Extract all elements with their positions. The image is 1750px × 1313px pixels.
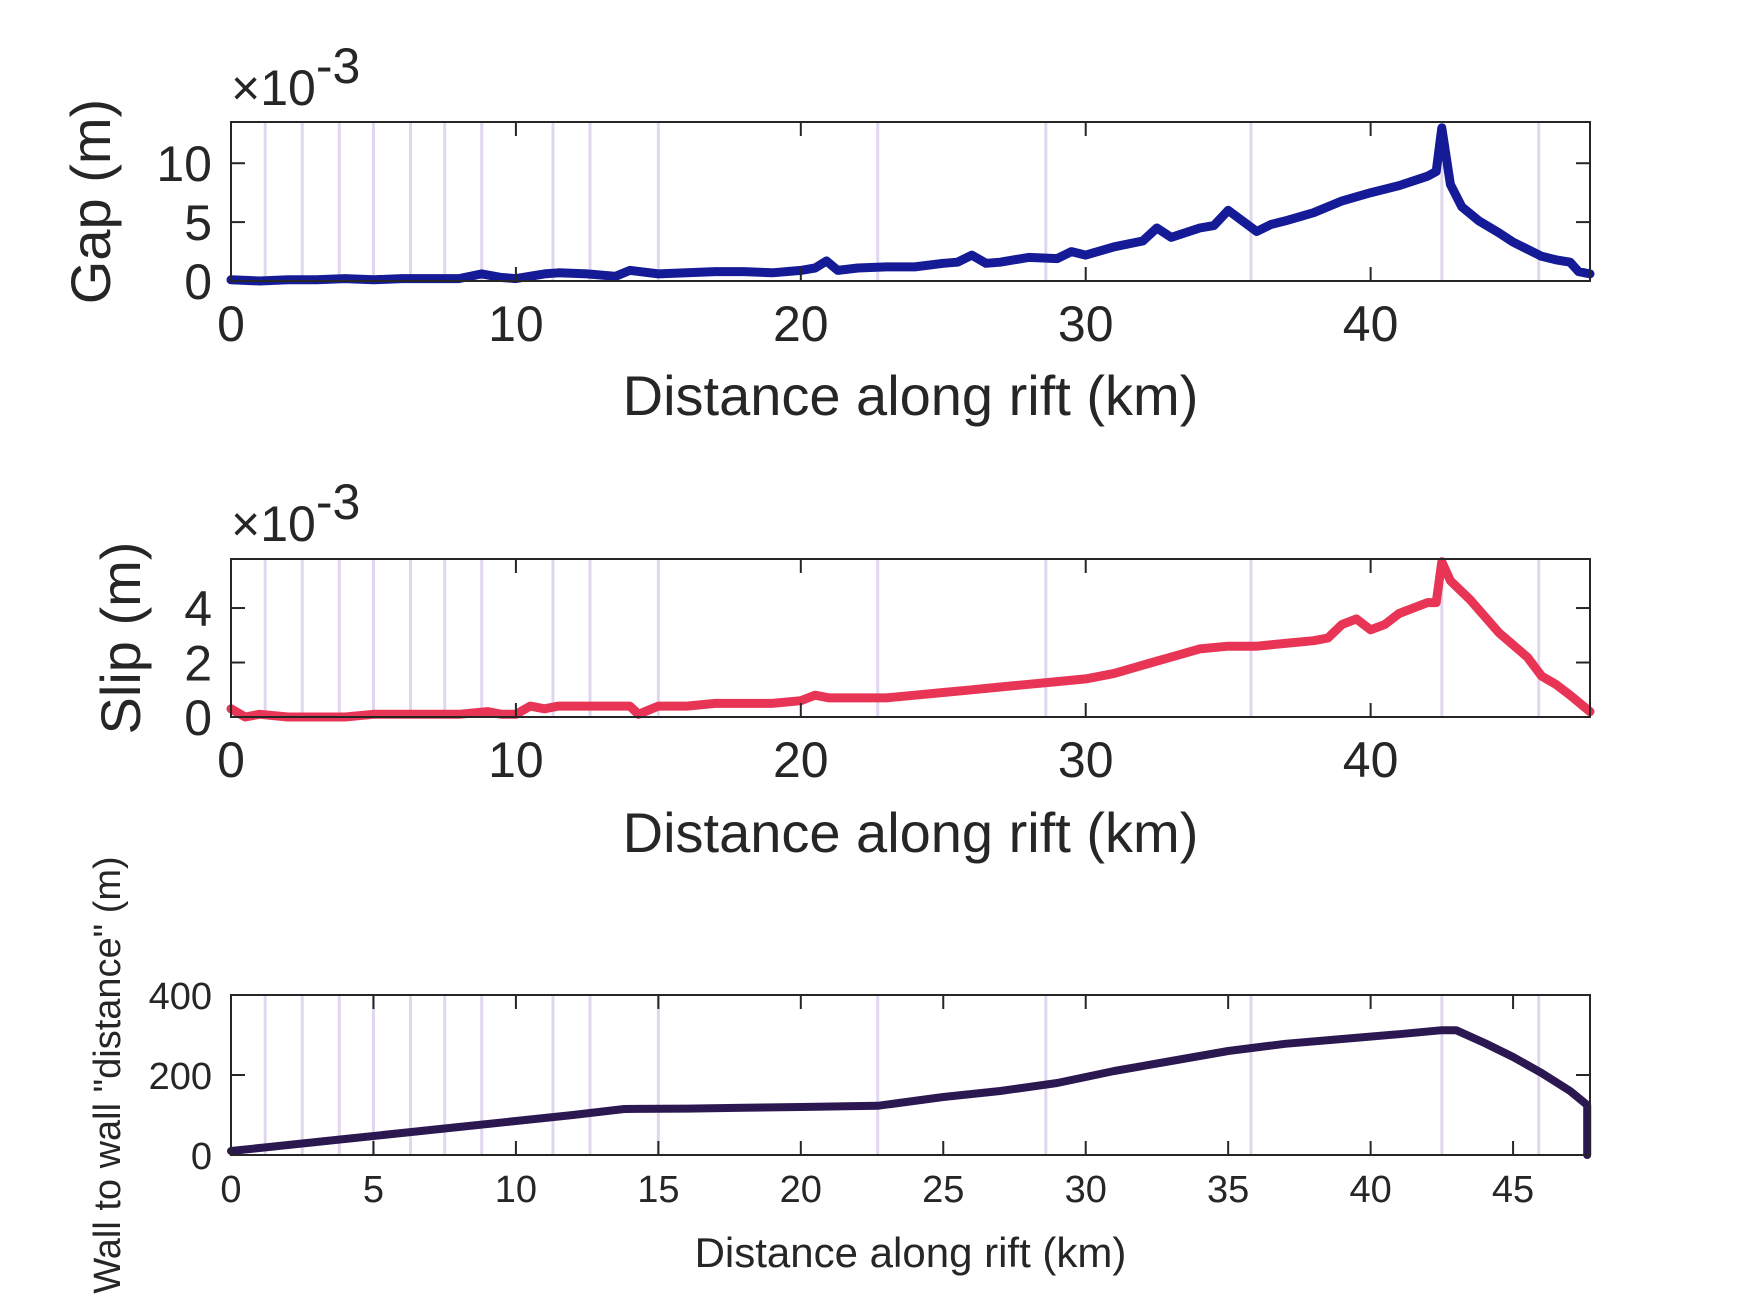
wall-ytick-label: 200 xyxy=(149,1056,212,1098)
slip-xtick-label: 40 xyxy=(1343,732,1399,788)
wall-xtick-label: 10 xyxy=(495,1169,537,1211)
slip-exponent-prefix: ×10 xyxy=(231,496,316,552)
slip-axes-box xyxy=(230,558,1591,718)
wall-xtick-label: 30 xyxy=(1065,1169,1107,1211)
gap-xtick-label: 40 xyxy=(1343,296,1399,352)
slip-exponent-power: -3 xyxy=(316,474,360,530)
gap-xtick-label: 0 xyxy=(217,296,245,352)
slip-xtick-label: 20 xyxy=(773,732,829,788)
wall-panel: 0 5 10 15 20 25 30 35 40 45 0 200 400 Distance along … xyxy=(87,856,1592,1294)
slip-ytick-label: 0 xyxy=(184,690,212,746)
slip-ytick-label: 4 xyxy=(184,581,212,637)
slip-xtick-label: 10 xyxy=(488,732,544,788)
wall-xlabel: Distance along rift (km) xyxy=(695,1229,1127,1276)
gap-ytick-label: 5 xyxy=(184,195,212,251)
wall-xtick-label: 15 xyxy=(637,1169,679,1211)
gap-xtick-label: 30 xyxy=(1058,296,1114,352)
wall-xtick-label: 40 xyxy=(1349,1169,1391,1211)
wall-xtick-label: 5 xyxy=(363,1169,384,1211)
gap-exponent-prefix: ×10 xyxy=(231,60,316,116)
gap-ytick-label: 10 xyxy=(156,136,212,192)
slip-series-line xyxy=(226,557,1595,722)
wall-ylabel: Wall to wall "distance" (m) xyxy=(87,856,129,1293)
wall-xtick-label: 25 xyxy=(922,1169,964,1211)
slip-xtick-label: 0 xyxy=(217,732,245,788)
gap-ylabel: Gap (m) xyxy=(59,99,122,304)
slip-panel: 0 10 20 30 40 024 Distance along rift (km) Slip… xyxy=(89,474,1595,864)
wall-ytick-label: 0 xyxy=(191,1136,212,1178)
gap-xlabel: Distance along rift (km) xyxy=(623,364,1199,427)
wall-xtick-label: 45 xyxy=(1492,1169,1534,1211)
wall-xtick-label: 0 xyxy=(220,1169,241,1211)
wall-ytick-label: 400 xyxy=(149,976,212,1018)
gap-exponent-power: -3 xyxy=(316,38,360,94)
slip-xlabel: Distance along rift (km) xyxy=(623,801,1199,864)
gap-exponent-label: ×10-3 xyxy=(231,38,360,116)
slip-ylabel: Slip (m) xyxy=(89,542,152,735)
wall-series-line xyxy=(227,1026,1592,1159)
slip-xtick-label: 30 xyxy=(1058,732,1114,788)
gap-xtick-label: 10 xyxy=(488,296,544,352)
slip-ytick-label: 2 xyxy=(184,636,212,692)
slip-exponent-label: ×10-3 xyxy=(231,474,360,552)
gap-ytick-label: 0 xyxy=(184,254,212,310)
gap-xtick-label: 20 xyxy=(773,296,829,352)
wall-xtick-label: 20 xyxy=(780,1169,822,1211)
wall-xtick-label: 35 xyxy=(1207,1169,1249,1211)
gap-axes-box xyxy=(230,121,1591,282)
